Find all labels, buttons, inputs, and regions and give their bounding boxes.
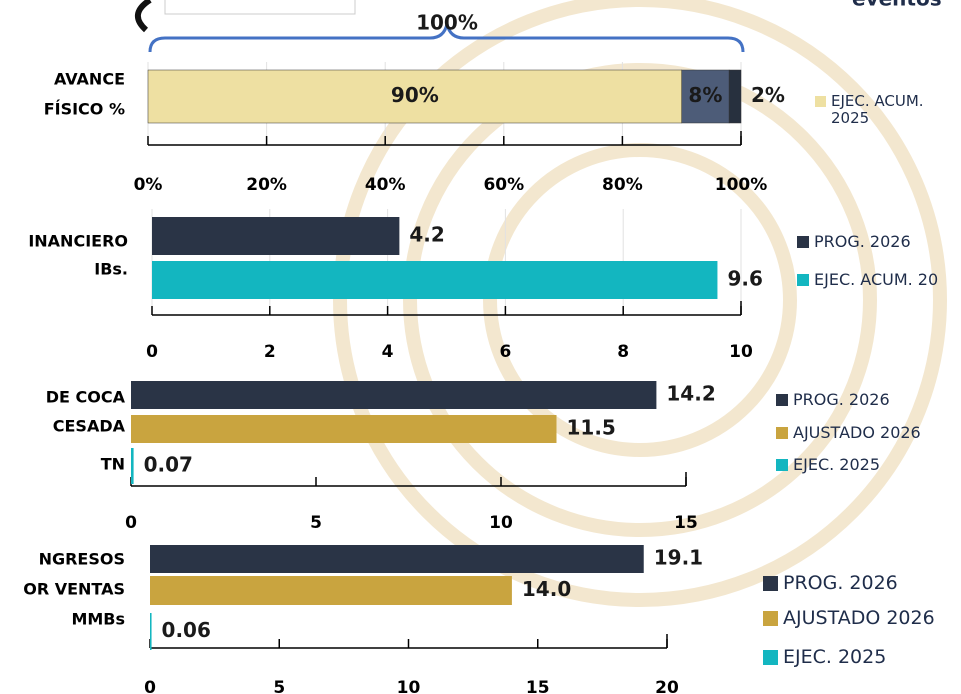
legend-entry: AJUSTADO 2026 [763, 608, 961, 630]
x-tick-label: 80% [602, 175, 643, 195]
x-tick-label: 0 [144, 678, 156, 694]
x-tick-label: 10 [489, 513, 513, 533]
x-tick-label: 20% [246, 175, 287, 195]
legend-entry: EJEC. 2025 [763, 647, 961, 669]
axis-title: INANCIERO [28, 232, 128, 251]
legend-item: AJUSTADO 2026 [763, 608, 961, 630]
legend-swatch [815, 96, 826, 107]
legend-item: PROG. 2026 [763, 573, 961, 595]
brace [148, 23, 745, 53]
data-label: 19.1 [654, 546, 703, 570]
legend-swatch [797, 274, 809, 286]
axis-title: DE COCA [46, 388, 126, 407]
legend-item: EJEC. 2025 [763, 647, 961, 669]
axis-title: FÍSICO % [44, 100, 125, 119]
legend-label: EJEC. ACUM. 2025 [831, 93, 924, 128]
x-tick-label: 10 [729, 342, 753, 362]
axis-title: IBs. [94, 260, 128, 279]
legend-label: AJUSTADO 2026 [793, 424, 921, 442]
legend-label: PROG. 2026 [814, 233, 911, 251]
x-tick-label: 0 [125, 513, 137, 533]
legend-entry: EJEC. 2025 [776, 456, 961, 474]
axis-title: NGRESOS [39, 550, 125, 569]
annotation: 100% [416, 11, 478, 35]
bar [150, 613, 152, 650]
data-label: 9.6 [727, 267, 762, 291]
x-tick-label: 10 [397, 678, 421, 694]
cropped-arc [135, 0, 152, 33]
x-tick-label: 60% [483, 175, 524, 195]
x-tick-label: 0% [134, 175, 163, 195]
x-tick-label: 6 [499, 342, 511, 362]
bar [152, 217, 400, 255]
legend-entry: EJEC. ACUM. 20 [797, 271, 961, 289]
x-tick-label: 2 [264, 342, 276, 362]
legend-label: PROG. 2026 [783, 573, 898, 594]
axis-title: AVANCE [54, 70, 125, 89]
legend-swatch [776, 459, 788, 471]
x-tick-label: 20 [655, 678, 679, 694]
data-label: 14.2 [666, 382, 715, 406]
legend-item: PROG. 2026 [797, 233, 961, 251]
legend-label: EJEC. 2025 [783, 647, 887, 668]
legend-entry: AJUSTADO 2026 [776, 424, 961, 442]
x-tick-label: 15 [674, 513, 698, 533]
cropped-box [164, 0, 356, 15]
legend-item: AJUSTADO 2026 [776, 424, 961, 442]
legend-swatch [776, 427, 788, 439]
axis-title: MMBs [71, 610, 125, 629]
bar [131, 448, 134, 484]
data-label: 0.07 [144, 453, 193, 477]
legend-swatch [797, 236, 809, 248]
legend-label: AJUSTADO 2026 [783, 608, 935, 629]
legend-label: EJEC. ACUM. 20 [814, 271, 939, 289]
legend-entry: PROG. 2026 [776, 391, 961, 409]
bar [147, 69, 682, 124]
bar [150, 576, 512, 605]
bar [150, 545, 644, 573]
axis-title: OR VENTAS [23, 580, 125, 599]
bar [681, 69, 730, 124]
axis-title: CESADA [53, 417, 126, 436]
legend-swatch [776, 394, 788, 406]
legend-item: EJEC. ACUM. 2025 [815, 93, 945, 128]
bar [131, 415, 557, 443]
x-tick-label: 5 [310, 513, 322, 533]
data-label: 8% [688, 83, 722, 107]
legend-swatch [763, 611, 778, 626]
legend-swatch [763, 650, 778, 665]
legend-label: PROG. 2026 [793, 391, 890, 409]
x-tick-label: 8 [617, 342, 629, 362]
data-label: 90% [391, 83, 439, 107]
cropped-text: eventos [852, 0, 942, 11]
legend-entry: PROG. 2026 [763, 573, 961, 595]
data-label: 0.06 [162, 618, 211, 642]
x-tick-label: 15 [526, 678, 550, 694]
bar [728, 69, 742, 124]
data-label: 14.0 [522, 577, 571, 601]
data-label: 11.5 [567, 416, 616, 440]
bar [131, 381, 657, 409]
x-tick-label: 4 [382, 342, 394, 362]
x-tick-label: 100% [715, 175, 768, 195]
axis-title: TN [101, 455, 125, 474]
data-label: 2% [751, 83, 785, 107]
x-tick-label: 0 [146, 342, 158, 362]
data-label: 4.2 [409, 223, 444, 247]
legend-entry: EJEC. ACUM. 2025 [815, 93, 945, 128]
legend-item: PROG. 2026 [776, 391, 961, 409]
x-tick-label: 5 [273, 678, 285, 694]
legend-item: EJEC. ACUM. 20 [797, 271, 961, 289]
legend-label: EJEC. 2025 [793, 456, 880, 474]
legend-entry: PROG. 2026 [797, 233, 961, 251]
x-tick-label: 40% [365, 175, 406, 195]
legend-item: EJEC. 2025 [776, 456, 961, 474]
bar [152, 261, 718, 299]
legend-swatch [763, 576, 778, 591]
